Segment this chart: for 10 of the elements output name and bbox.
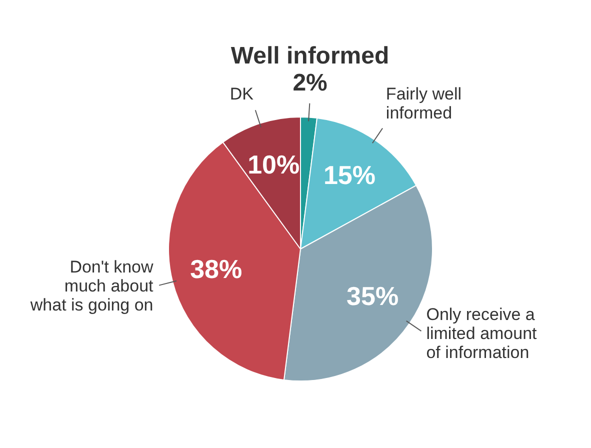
data-label: 38% (190, 254, 242, 284)
slice-label: Only receive a limited amount of information (426, 305, 538, 362)
data-label: 35% (346, 281, 399, 312)
data-label: 2% (292, 69, 328, 96)
slice-label: Well informed (230, 42, 390, 70)
data-label: 15% (323, 160, 376, 190)
slice-label: Fairly well informed (386, 84, 462, 122)
slice-label: DK (230, 84, 254, 104)
slice-label: Don't know much about what is going on (29, 257, 154, 314)
data-label: 10% (248, 149, 300, 180)
